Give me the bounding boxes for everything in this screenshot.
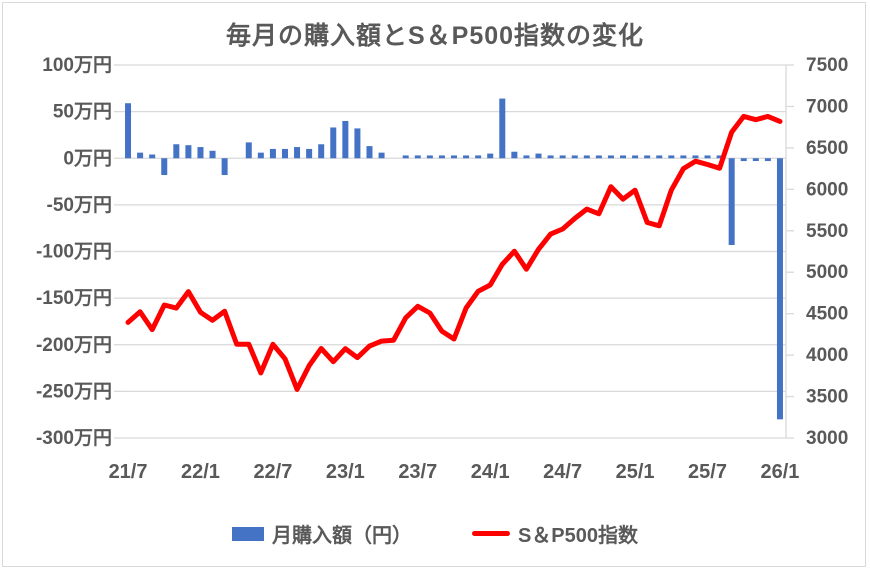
bar xyxy=(535,153,542,159)
y-axis-label-right: 7500 xyxy=(806,55,848,76)
y-axis-label-right: 6000 xyxy=(806,179,848,200)
bar xyxy=(463,155,470,159)
y-axis-label-left: -50万円 xyxy=(47,195,112,216)
bar xyxy=(656,155,663,159)
legend-item-purchase: 月購入額（円） xyxy=(231,519,412,548)
bar xyxy=(306,148,313,159)
line-swatch xyxy=(471,531,510,536)
y-axis-label-left: 100万円 xyxy=(42,55,112,76)
bar xyxy=(583,155,590,159)
x-axis-label: 22/7 xyxy=(253,461,292,483)
bar xyxy=(571,155,578,159)
bar xyxy=(668,155,675,159)
bar xyxy=(644,155,651,159)
y-axis-label-left: 50万円 xyxy=(53,102,112,123)
bar xyxy=(294,147,301,159)
y-axis-label-right: 7000 xyxy=(806,96,848,117)
x-axis-label: 22/1 xyxy=(181,461,220,483)
bar xyxy=(378,152,385,159)
bar xyxy=(475,155,482,159)
bar xyxy=(149,154,156,159)
bar xyxy=(776,158,783,420)
y-axis-label-left: -250万円 xyxy=(36,381,112,402)
bar xyxy=(632,155,639,159)
y-axis-label-left: -200万円 xyxy=(36,335,112,356)
bar xyxy=(197,147,204,159)
bar xyxy=(137,152,144,159)
bar xyxy=(185,145,192,159)
bar xyxy=(161,158,168,176)
legend-label-sp500: S＆P500指数 xyxy=(517,525,639,547)
bar xyxy=(209,150,216,159)
x-axis-label: 24/7 xyxy=(543,461,582,483)
y-axis-label-right: 3000 xyxy=(806,428,848,449)
chart-title: 毎月の購入額とS＆P500指数の変化 xyxy=(225,22,645,50)
y-axis-label-right: 6500 xyxy=(806,138,848,159)
bar xyxy=(523,155,530,159)
y-axis-label-right: 4500 xyxy=(806,304,848,325)
bar xyxy=(245,142,252,159)
bar xyxy=(752,158,759,162)
bar xyxy=(680,155,687,159)
bar xyxy=(438,155,445,159)
bar-swatch xyxy=(231,526,264,541)
bar xyxy=(281,148,288,159)
bar xyxy=(607,155,614,159)
bar xyxy=(426,155,433,159)
bar xyxy=(330,127,337,159)
bar xyxy=(499,98,506,159)
bar xyxy=(354,128,361,159)
y-axis-label-right: 4000 xyxy=(806,345,848,366)
x-axis-label: 25/1 xyxy=(616,461,655,483)
x-axis-label: 23/7 xyxy=(398,461,437,483)
y-axis-label-right: 3500 xyxy=(806,387,848,408)
bar xyxy=(414,155,421,159)
bar xyxy=(221,158,228,176)
bar xyxy=(125,103,132,159)
bar xyxy=(716,155,723,159)
bar xyxy=(402,155,409,159)
x-axis-label: 21/7 xyxy=(109,461,148,483)
legend: 月購入額（円） S＆P500指数 xyxy=(0,519,870,548)
bar xyxy=(704,155,711,159)
x-axis-label: 26/1 xyxy=(760,461,799,483)
y-axis-label-right: 5500 xyxy=(806,221,848,242)
bar xyxy=(269,148,276,159)
y-axis-label-right: 5000 xyxy=(806,262,848,283)
bar xyxy=(620,155,627,159)
x-axis-label: 23/1 xyxy=(326,461,365,483)
bar xyxy=(547,155,554,159)
bar xyxy=(692,155,699,159)
bar xyxy=(764,158,771,162)
bar xyxy=(595,155,602,159)
bar xyxy=(511,151,518,159)
y-axis-label-left: -100万円 xyxy=(36,242,112,263)
bar xyxy=(559,155,566,159)
bar xyxy=(740,158,747,162)
bar xyxy=(451,155,457,159)
bar xyxy=(366,146,373,159)
bar xyxy=(257,152,264,159)
bar xyxy=(487,153,494,159)
bar xyxy=(173,144,180,159)
y-axis-label-left: 0万円 xyxy=(63,148,112,169)
legend-label-purchase: 月購入額（円） xyxy=(271,525,412,547)
legend-item-sp500: S＆P500指数 xyxy=(471,519,639,548)
bar xyxy=(342,120,349,159)
bar xyxy=(318,144,325,159)
x-axis-label: 25/7 xyxy=(688,461,727,483)
sp500-line xyxy=(125,113,783,392)
x-axis-label: 24/1 xyxy=(471,461,510,483)
bar xyxy=(728,158,735,245)
y-axis-label-left: -150万円 xyxy=(36,288,112,309)
y-axis-label-left: -300万円 xyxy=(36,428,112,449)
